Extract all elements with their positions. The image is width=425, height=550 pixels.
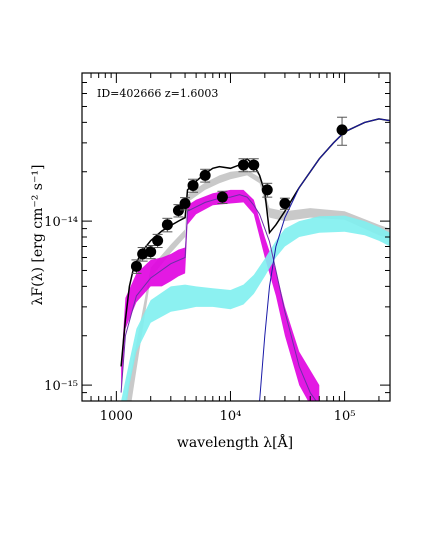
photometry-points xyxy=(130,116,348,274)
data-point xyxy=(145,246,157,258)
data-point xyxy=(187,179,199,191)
object-id-annotation: ID=402666 z=1.6003 xyxy=(97,87,218,100)
data-point xyxy=(216,191,228,203)
data-point xyxy=(130,260,142,272)
model-bands xyxy=(121,170,390,401)
x-tick-label: 10⁴ xyxy=(220,409,242,424)
data-point xyxy=(248,159,260,171)
line-stellar_line xyxy=(120,194,317,401)
y-axis-label: λF(λ) [erg cm⁻² s⁻¹] xyxy=(30,165,46,306)
x-tick-label: 10⁵ xyxy=(334,409,356,424)
data-point xyxy=(161,219,173,231)
axis-tick-labels: 1000 10⁴ 10⁵ 10⁻¹⁵ 10⁻¹⁴ xyxy=(44,215,355,424)
data-point xyxy=(279,198,291,210)
data-point xyxy=(179,198,191,210)
data-point xyxy=(172,205,184,217)
data-point xyxy=(336,124,348,136)
y-tick-label: 10⁻¹⁵ xyxy=(44,379,78,394)
band-stellar_band xyxy=(121,189,320,401)
x-tick-label: 1000 xyxy=(100,409,133,424)
plot-frame xyxy=(81,72,391,402)
data-point xyxy=(237,159,249,171)
y-tick-label: 10⁻¹⁴ xyxy=(44,215,78,230)
axis-ticks xyxy=(81,72,390,402)
band-dust_band xyxy=(121,215,390,401)
data-point xyxy=(152,235,164,247)
x-axis-label: wavelength λ[Å] xyxy=(177,433,293,451)
line-ir_line xyxy=(259,118,390,401)
data-point xyxy=(261,184,273,196)
data-point xyxy=(199,169,211,181)
